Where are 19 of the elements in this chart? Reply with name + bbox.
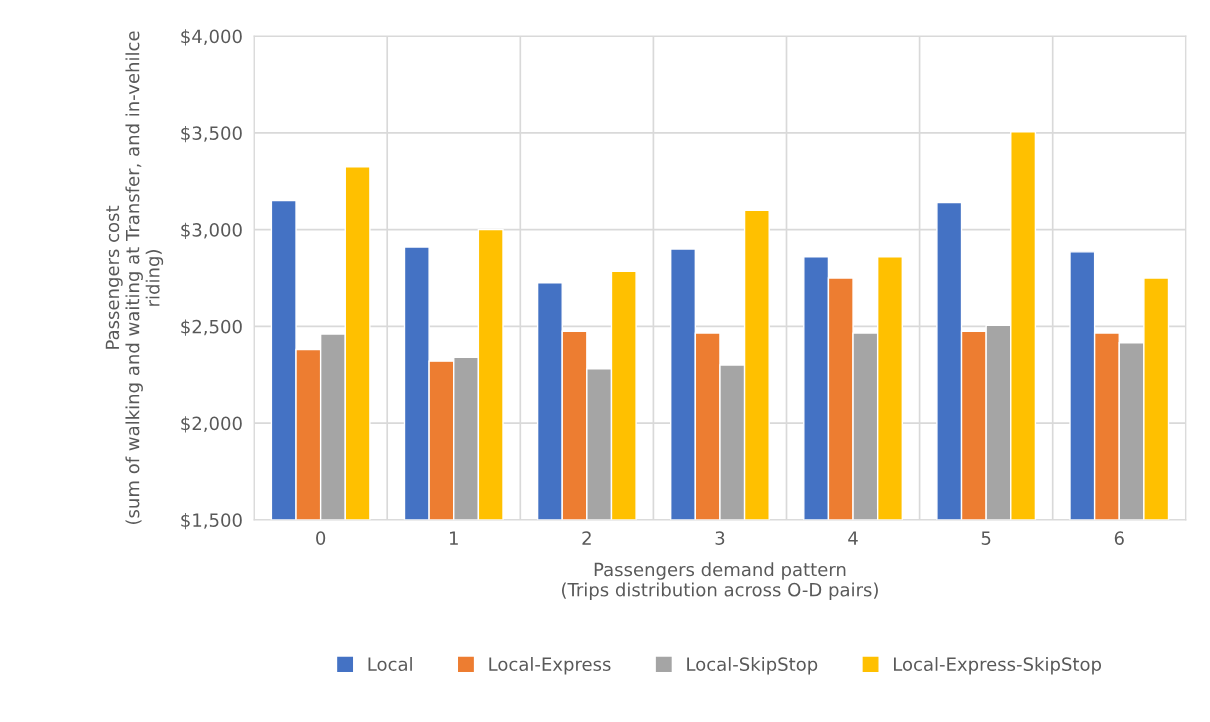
y-tick-label: $3,500 xyxy=(181,125,242,143)
x-tick-label: 3 xyxy=(715,531,725,545)
x-tick-label: 2 xyxy=(582,531,591,545)
x-tick-label: 5 xyxy=(981,531,991,545)
y-axis-title: Passengers cost (sum of walking and waiting at Transfer, and in-vehilce riding) xyxy=(105,31,164,524)
x-tick-label: 4 xyxy=(848,531,858,545)
legend-label: Local-SkipStop xyxy=(687,657,818,675)
y-tick-label: $1,500 xyxy=(181,512,242,530)
y-tick-label: $3,000 xyxy=(181,222,242,240)
legend-label: Local xyxy=(368,657,412,671)
x-tick-label: 0 xyxy=(316,531,326,545)
x-axis-title: Passengers demand pattern (Trips distribution across O-D pairs) xyxy=(562,562,878,601)
legend-label: Local-Express-SkipStop xyxy=(894,657,1102,675)
y-tick-label: $2,500 xyxy=(181,319,242,336)
y-tick-label: $2,000 xyxy=(181,416,242,433)
legend-label: Local-Express xyxy=(489,657,611,675)
y-tick-label: $4,000 xyxy=(181,29,242,46)
x-tick-label: 6 xyxy=(1114,531,1124,545)
x-tick-label: 1 xyxy=(449,531,458,545)
